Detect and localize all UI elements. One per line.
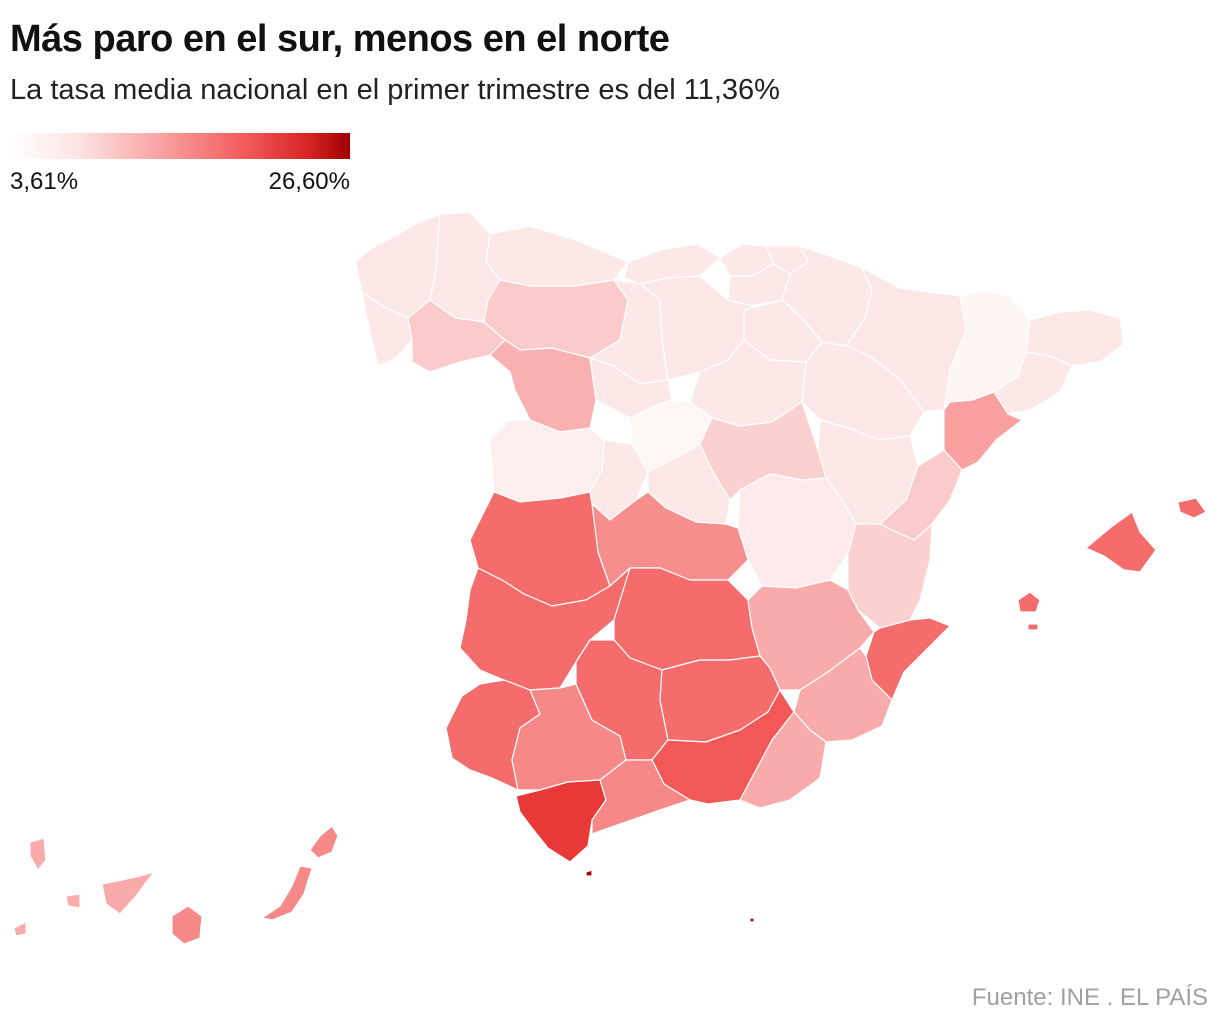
province-malaga[interactable] bbox=[591, 759, 691, 835]
legend-max-label: 26,60% bbox=[268, 168, 350, 195]
province-almeria[interactable] bbox=[739, 711, 827, 809]
province-ciudad-real[interactable] bbox=[613, 567, 761, 671]
legend-gradient-bar bbox=[10, 133, 350, 159]
chart-subtitle: La tasa media nacional en el primer trim… bbox=[10, 74, 780, 106]
province-pontevedra[interactable] bbox=[361, 291, 413, 367]
province-barcelona[interactable] bbox=[993, 351, 1073, 415]
island-menorca[interactable] bbox=[1177, 497, 1207, 519]
island-lanzarote[interactable] bbox=[309, 825, 339, 859]
spain-province-map bbox=[13, 211, 1207, 945]
city-ceuta[interactable] bbox=[585, 869, 593, 877]
chart-title: Más paro en el sur, menos en el norte bbox=[10, 18, 670, 60]
island-gran-canaria[interactable] bbox=[171, 905, 203, 945]
city-melilla[interactable] bbox=[749, 917, 755, 923]
province-badajoz[interactable] bbox=[459, 567, 631, 691]
province-salamanca[interactable] bbox=[489, 419, 605, 503]
island-la-palma[interactable] bbox=[29, 837, 47, 871]
province-zamora[interactable] bbox=[489, 339, 597, 433]
island-fuerteventura[interactable] bbox=[261, 865, 313, 921]
island-tenerife[interactable] bbox=[101, 871, 155, 915]
province-asturias[interactable] bbox=[485, 225, 629, 287]
island-ibiza[interactable] bbox=[1017, 591, 1041, 613]
island-formentera[interactable] bbox=[1027, 623, 1039, 631]
island-la-gomera[interactable] bbox=[65, 893, 81, 909]
province-zaragoza[interactable] bbox=[801, 341, 925, 441]
province-valencia[interactable] bbox=[847, 523, 933, 629]
color-legend: 3,61% 26,60% bbox=[10, 133, 350, 198]
source-credit: Fuente: INE . EL PAÍS bbox=[971, 984, 1208, 1011]
island-el-hierro[interactable] bbox=[13, 921, 27, 937]
province-mallorca[interactable] bbox=[1085, 511, 1157, 573]
province-cadiz[interactable] bbox=[515, 779, 607, 863]
legend-min-label: 3,61% bbox=[10, 168, 79, 195]
